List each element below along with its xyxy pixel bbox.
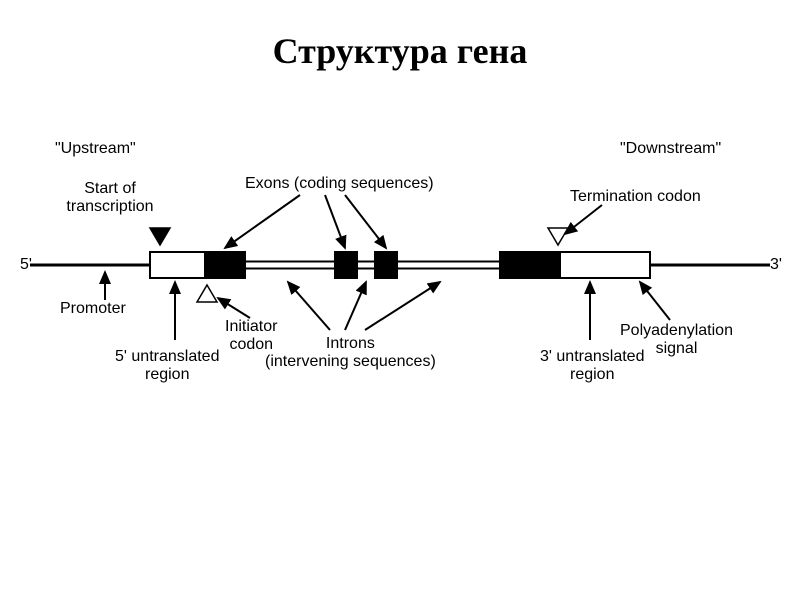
label-utr5: 5' untranslated region bbox=[115, 348, 219, 385]
termination-arrow bbox=[565, 205, 602, 234]
segment-exon3 bbox=[375, 252, 397, 278]
label-termination: Termination codon bbox=[570, 188, 701, 206]
termination-codon-marker bbox=[548, 228, 568, 245]
label-upstream: "Upstream" bbox=[55, 140, 136, 158]
segment-exon1 bbox=[205, 252, 245, 278]
initiator-arrow bbox=[218, 298, 250, 318]
polya-arrow bbox=[640, 282, 670, 320]
segment-3utr bbox=[560, 252, 650, 278]
label-introns: Introns (intervening sequences) bbox=[265, 335, 436, 372]
segment-exon2 bbox=[335, 252, 357, 278]
diagram-canvas: Структура гена "Upstream" "Downstream" S… bbox=[0, 0, 800, 600]
exons-arrow-3 bbox=[345, 195, 386, 248]
segment-5utr bbox=[150, 252, 205, 278]
initiator-codon-marker bbox=[197, 285, 217, 302]
exons-arrow-2 bbox=[325, 195, 345, 248]
start-transcription-marker bbox=[150, 228, 170, 245]
label-start-transcription: Start of transcription bbox=[66, 180, 153, 217]
label-promoter: Promoter bbox=[60, 300, 126, 318]
label-five-prime: 5' bbox=[20, 256, 32, 274]
label-exons: Exons (coding sequences) bbox=[245, 175, 434, 193]
introns-arrow-3 bbox=[365, 282, 440, 330]
exons-arrow-1 bbox=[225, 195, 300, 248]
label-polya: Polyadenylation signal bbox=[620, 322, 733, 359]
introns-arrow-1 bbox=[288, 282, 330, 330]
introns-arrow-2 bbox=[345, 282, 366, 330]
label-downstream: "Downstream" bbox=[620, 140, 721, 158]
segment-exon4 bbox=[500, 252, 560, 278]
label-three-prime: 3' bbox=[770, 256, 782, 274]
